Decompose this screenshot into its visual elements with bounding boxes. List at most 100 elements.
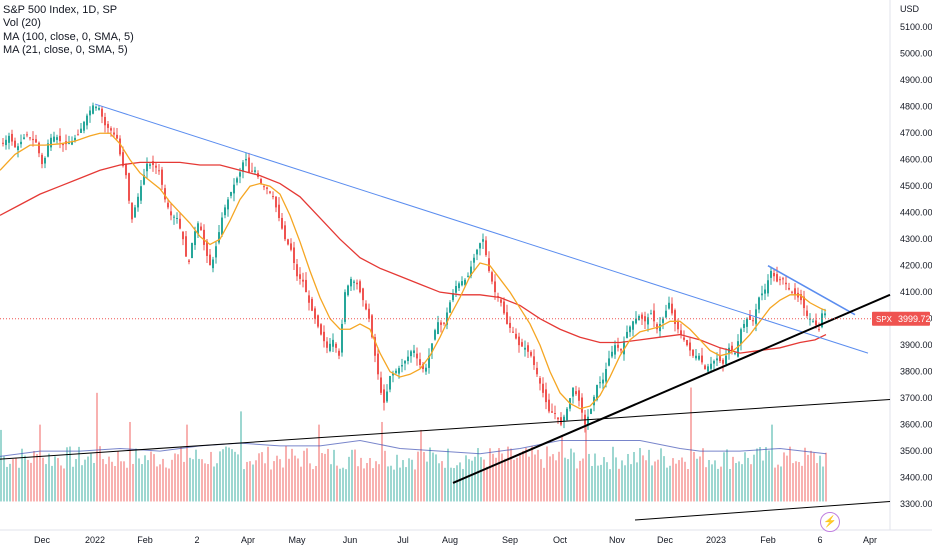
volume-bar	[414, 469, 416, 502]
candle-body	[488, 258, 490, 271]
candle-body	[491, 272, 493, 282]
volume-bar	[384, 450, 386, 502]
volume-bar	[630, 464, 632, 502]
candle-body	[470, 266, 472, 277]
volume-bar	[720, 466, 722, 502]
candle-body	[341, 323, 343, 353]
volume-bar	[759, 447, 761, 502]
volume-bar	[672, 458, 674, 502]
volume-bar	[702, 448, 704, 502]
candle-body	[623, 341, 625, 355]
candle-body	[587, 416, 589, 426]
volume-bar	[636, 462, 638, 502]
candle-body	[800, 294, 802, 301]
candle-body	[314, 308, 316, 319]
candle-body	[251, 170, 253, 172]
candle-body	[572, 387, 574, 397]
candle-body	[629, 326, 631, 333]
volume-bar	[555, 460, 557, 502]
volume-bar	[24, 455, 26, 502]
x-tick-label: Jun	[343, 535, 358, 545]
candle-body	[602, 379, 604, 384]
volume-bar	[336, 465, 338, 502]
candle-body	[125, 164, 127, 176]
volume-bar	[531, 446, 533, 502]
volume-bar	[825, 452, 827, 502]
volume-bar	[471, 460, 473, 502]
candle-body	[818, 329, 820, 331]
y-tick-label: 3300.00	[900, 499, 932, 509]
candle-body	[362, 288, 364, 301]
candle-body	[416, 353, 418, 359]
trendline-black	[452, 293, 891, 484]
candle-body	[785, 282, 787, 285]
volume-bar	[819, 455, 821, 502]
volume-bar	[291, 448, 293, 502]
volume-bar	[90, 453, 92, 502]
candle-body	[41, 154, 43, 165]
volume-bar	[396, 454, 398, 502]
candle-body	[716, 358, 718, 361]
volume-bar	[66, 447, 68, 502]
volume-bar	[642, 455, 644, 502]
volume-bar	[201, 459, 203, 502]
candle-body	[620, 348, 622, 351]
candle-body	[32, 138, 34, 141]
candle-body	[197, 223, 199, 235]
volume-bar	[21, 448, 23, 502]
candle-body	[35, 139, 37, 143]
volume-bar	[804, 447, 806, 502]
volume-bar	[141, 464, 143, 502]
candle-body	[383, 389, 385, 403]
candle-body	[143, 174, 145, 185]
volume-bar	[504, 458, 506, 502]
volume-bar	[120, 461, 122, 502]
candle-body	[698, 355, 700, 360]
candle-body	[626, 331, 628, 338]
candle-body	[89, 110, 91, 116]
candle-body	[731, 345, 733, 351]
candle-body	[200, 226, 202, 231]
candle-body	[38, 142, 40, 154]
volume-bar	[105, 464, 107, 502]
x-tick-label: 6	[817, 535, 822, 545]
candle-body	[815, 320, 817, 326]
volume-bar	[156, 466, 158, 502]
candle-body	[221, 217, 223, 235]
candle-body	[5, 139, 7, 146]
tradingview-logo-icon[interactable]: ⚡	[820, 512, 840, 532]
volume-bar	[519, 452, 521, 502]
volume-bar	[315, 465, 317, 502]
volume-bar	[771, 424, 773, 502]
volume-bar	[123, 461, 125, 502]
candle-body	[767, 280, 769, 294]
volume-bar	[723, 452, 725, 502]
volume-bar	[210, 451, 212, 502]
volume-bar	[51, 465, 53, 502]
volume-bar	[18, 467, 20, 502]
candle-body	[437, 322, 439, 334]
volume-bar	[687, 469, 689, 502]
y-tick-label: 4900.00	[900, 75, 932, 85]
candle-body	[374, 337, 376, 356]
volume-bar	[522, 450, 524, 502]
volume-bar	[795, 461, 797, 502]
candle-body	[92, 105, 94, 114]
volume-bar	[516, 457, 518, 502]
volume-bar	[333, 449, 335, 502]
volume-bar	[690, 387, 692, 502]
volume-bar	[597, 465, 599, 502]
candle-body	[29, 137, 31, 139]
volume-bar	[0, 429, 2, 502]
candle-body	[254, 170, 256, 172]
volume-bar	[774, 467, 776, 502]
volume-bar	[600, 464, 602, 502]
price-badge-symbol: SPX	[876, 315, 893, 324]
candle-body	[545, 389, 547, 403]
candle-body	[638, 316, 640, 321]
volume-bar	[420, 429, 422, 502]
volume-bar	[654, 461, 656, 502]
volume-bar	[801, 465, 803, 502]
